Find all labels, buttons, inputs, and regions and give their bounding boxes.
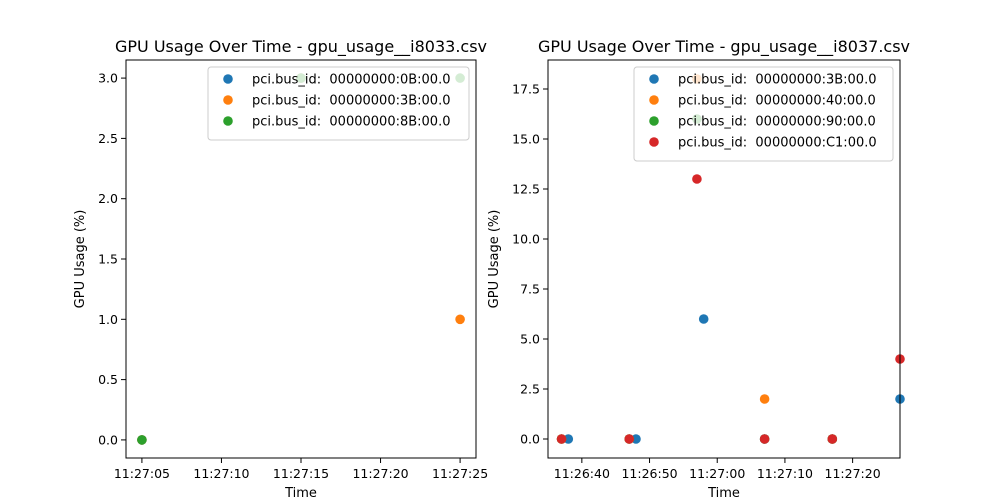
chart-1-legend-marker-3: [649, 137, 659, 147]
chart-1-x-tick-label-3: 11:27:10: [757, 466, 813, 481]
chart-left-legend: pci.bus_id: 00000000:0B:00.0 pci.bus_id: …: [207, 66, 470, 141]
chart-1-series-1-point-3: [759, 394, 770, 404]
chart-right-xlabel: Time: [707, 486, 740, 500]
chart-1-legend-label-2: pci.bus_id: 00000000:90:00.0: [678, 115, 876, 130]
chart-1-x-tick-label-1: 11:26:50: [621, 466, 677, 481]
chart-1-y-tick-label-1: 2.5: [520, 382, 540, 397]
chart-right-title: GPU Usage Over Time - gpu_usage__i8037.c…: [538, 37, 910, 57]
chart-left: GPU Usage Over Time - gpu_usage__i8033.c…: [73, 37, 488, 500]
chart-1-x-tick-label-4: 11:27:20: [825, 466, 881, 481]
chart-0-series-1-point-2: [455, 314, 465, 325]
chart-right-ylabel: GPU Usage (%): [487, 210, 502, 309]
chart-1-y-tick-label-5: 12.5: [512, 182, 540, 197]
chart-left-xlabel: Time: [284, 486, 317, 500]
chart-right-y-ticks: 0.0 2.5 5.0 7.5 10.0 12.5 15.0 17.5: [512, 82, 548, 447]
chart-0-legend-label-0: pci.bus_id: 00000000:0B:00.0: [252, 73, 450, 88]
chart-1-series-3-point-4: [827, 434, 838, 444]
chart-1-x-tick-label-0: 11:26:40: [554, 466, 610, 481]
chart-left-x-ticks: 11:27:05 11:27:10 11:27:15 11:27:20 11:27:25: [114, 458, 488, 481]
chart-0-y-tick-label-0: 0.0: [98, 432, 118, 447]
chart-1-y-tick-label-4: 10.0: [512, 232, 540, 247]
chart-1-legend-marker-2: [649, 116, 659, 126]
chart-1-series-0-point-2: [698, 314, 709, 324]
chart-0-x-tick-label-2: 11:27:15: [273, 466, 329, 481]
chart-1-y-tick-label-2: 5.0: [520, 332, 540, 347]
chart-1-legend-marker-0: [649, 74, 659, 84]
chart-1-series-0-point-1: [631, 434, 641, 444]
chart-right-legend: pci.bus_id: 00000000:3B:00.0 pci.bus_id: …: [633, 66, 894, 162]
chart-0-y-tick-label-2: 1.0: [98, 312, 118, 327]
chart-left-ylabel: GPU Usage (%): [73, 210, 88, 309]
chart-right: GPU Usage Over Time - gpu_usage__i8037.c…: [487, 37, 910, 500]
chart-1-y-tick-label-6: 15.0: [512, 132, 540, 147]
chart-1-series-3-point-0: [556, 434, 567, 444]
chart-1-legend-marker-1: [649, 95, 659, 105]
chart-0-x-tick-label-4: 11:27:25: [432, 466, 488, 481]
chart-0-legend-marker-0: [223, 74, 233, 84]
chart-left-y-ticks: 0.0 0.5 1.0 1.5 2.0 2.5 3.0: [98, 71, 126, 447]
chart-1-y-tick-label-7: 17.5: [512, 82, 540, 97]
chart-1-series-3-point-1: [624, 434, 635, 444]
chart-0-y-tick-label-5: 2.5: [98, 131, 118, 146]
chart-right-plot-frame: [547, 59, 901, 459]
chart-1-legend-frame: [633, 66, 894, 162]
chart-left-plot-frame: [125, 59, 477, 459]
chart-1-legend-label-3: pci.bus_id: 00000000:C1:00.0: [678, 136, 877, 151]
chart-0-legend-frame: [207, 66, 470, 141]
chart-1-y-tick-label-0: 0.0: [520, 432, 540, 447]
chart-0-x-tick-label-1: 11:27:10: [193, 466, 249, 481]
chart-0-legend-label-1: pci.bus_id: 00000000:3B:00.0: [252, 94, 450, 109]
chart-right-x-ticks: 11:26:40 11:26:50 11:27:00 11:27:10 11:27:20: [554, 458, 881, 481]
chart-0-y-tick-label-1: 0.5: [98, 372, 118, 387]
chart-0-series-2-point-0: [137, 435, 147, 445]
chart-1-legend-label-1: pci.bus_id: 00000000:40:00.0: [678, 94, 876, 109]
chart-0-x-tick-label-3: 11:27:20: [352, 466, 408, 481]
chart-0-legend-marker-2: [223, 116, 233, 126]
chart-0-legend-marker-1: [223, 95, 233, 105]
chart-left-title: GPU Usage Over Time - gpu_usage__i8033.c…: [115, 37, 487, 57]
chart-1-series-0-point-0: [563, 434, 574, 444]
chart-1-series-3-point-2: [692, 174, 702, 184]
chart-1-series-3-point-3: [759, 434, 770, 444]
chart-0-y-tick-label-6: 3.0: [98, 71, 118, 86]
chart-1-x-tick-label-2: 11:27:00: [689, 466, 745, 481]
chart-0-y-tick-label-4: 2.0: [98, 191, 118, 206]
chart-1-legend-label-0: pci.bus_id: 00000000:3B:00.0: [678, 73, 876, 88]
chart-0-y-tick-label-3: 1.5: [98, 252, 118, 267]
chart-1-y-tick-label-3: 7.5: [520, 282, 540, 297]
chart-0-legend-label-2: pci.bus_id: 00000000:8B:00.0: [252, 115, 450, 130]
chart-0-x-tick-label-0: 11:27:05: [114, 466, 170, 481]
